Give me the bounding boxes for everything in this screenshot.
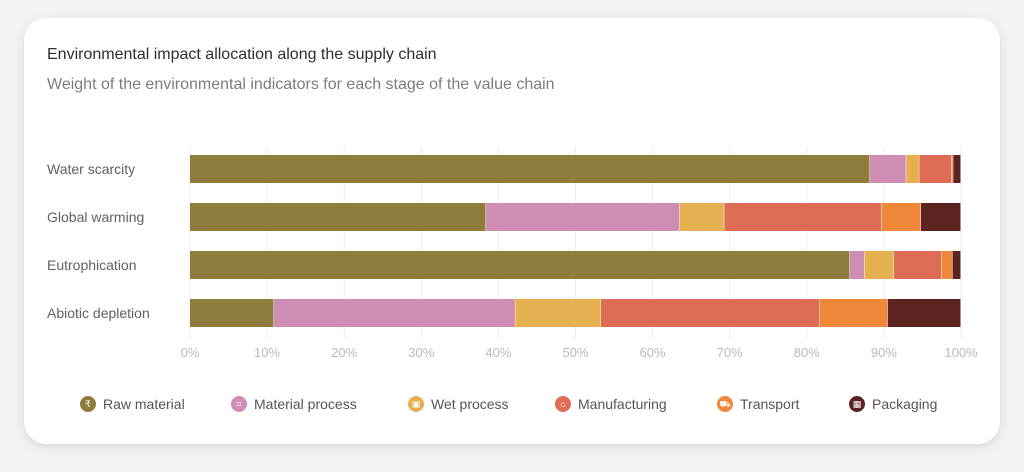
x-axis-tick-label: 90% [871,345,897,360]
y-axis-label-abiotic-depletion: Abiotic depletion [47,305,150,321]
bar-segment-raw-material-abiotic-depletion[interactable] [190,299,275,327]
x-axis-tick-label: 10% [254,345,280,360]
bar-segment-material-process-global-warming[interactable] [486,203,680,231]
bar-segment-manufacturing-eutrophication[interactable] [893,251,942,279]
x-axis-tick-label: 50% [562,345,588,360]
bar-segment-material-process-water-scarcity[interactable] [870,155,907,183]
bar-segment-manufacturing-abiotic-depletion[interactable] [600,299,820,327]
bar-segment-raw-material-eutrophication[interactable] [190,251,850,279]
legend-item-material-process[interactable]: ⌗ Material process [231,392,357,416]
bar-segment-material-process-eutrophication[interactable] [849,251,865,279]
bar-segment-wet-process-global-warming[interactable] [679,203,725,231]
bar-segment-transport-abiotic-depletion[interactable] [819,299,888,327]
raw-material-icon: ₹ [80,396,96,412]
legend-label: Transport [740,396,800,412]
wet-process-icon: ▣ [408,396,424,412]
y-axis-label-global-warming: Global warming [47,209,144,225]
bar-segment-packaging-eutrophication[interactable] [952,251,961,279]
bar-segment-transport-water-scarcity[interactable] [951,155,954,183]
x-axis-tick-label: 30% [408,345,434,360]
legend-label: Manufacturing [578,396,667,412]
x-axis-tick-label: 60% [640,345,666,360]
legend-item-manufacturing[interactable]: ⌂ Manufacturing [555,392,667,416]
x-axis-tick-label: 0% [181,345,200,360]
bar-segment-wet-process-abiotic-depletion[interactable] [515,299,601,327]
chart-subtitle: Weight of the environmental indicators f… [47,76,555,93]
x-axis-tick-label: 70% [717,345,743,360]
legend-item-raw-material[interactable]: ₹ Raw material [80,392,185,416]
legend-label: Material process [254,396,357,412]
legend-label: Wet process [431,396,509,412]
bar-segment-material-process-abiotic-depletion[interactable] [274,299,516,327]
x-axis-tick-label: 80% [794,345,820,360]
bar-segment-wet-process-water-scarcity[interactable] [906,155,920,183]
y-axis-label-eutrophication: Eutrophication [47,257,137,273]
bar-segment-manufacturing-global-warming[interactable] [724,203,882,231]
legend-item-transport[interactable]: ⛟ Transport [717,392,799,416]
bar-segment-packaging-water-scarcity[interactable] [953,155,961,183]
y-axis-label-water-scarcity: Water scarcity [47,161,135,177]
packaging-icon: ▦ [849,396,865,412]
x-axis-tick-label: 100% [944,345,978,360]
bar-segment-raw-material-global-warming[interactable] [190,203,487,231]
stacked-bar-chart: Water scarcity Global warming Eutrophicati… [47,146,978,360]
x-axis-tick-label: 20% [331,345,357,360]
legend-label: Packaging [872,396,938,412]
material-process-icon: ⌗ [231,396,247,412]
legend-item-wet-process[interactable]: ▣ Wet process [408,392,509,416]
bar-segment-manufacturing-water-scarcity[interactable] [919,155,952,183]
bar-segment-transport-global-warming[interactable] [881,203,921,231]
bar-segment-transport-eutrophication[interactable] [941,251,953,279]
x-axis-tick-label: 40% [485,345,511,360]
bar-segment-raw-material-water-scarcity[interactable] [190,155,871,183]
bar-segment-packaging-global-warming[interactable] [920,203,961,231]
legend-item-packaging[interactable]: ▦ Packaging [849,392,937,416]
legend-label: Raw material [103,396,185,412]
bar-segment-packaging-abiotic-depletion[interactable] [887,299,961,327]
bar-segment-wet-process-eutrophication[interactable] [864,251,894,279]
chart-card: Environmental impact allocation along th… [24,18,1000,444]
chart-legend: ₹ Raw material ⌗ Material process ▣ Wet proce… [24,392,1000,416]
chart-title: Environmental impact allocation along th… [47,46,437,63]
transport-icon: ⛟ [717,396,733,412]
manufacturing-icon: ⌂ [555,396,571,412]
